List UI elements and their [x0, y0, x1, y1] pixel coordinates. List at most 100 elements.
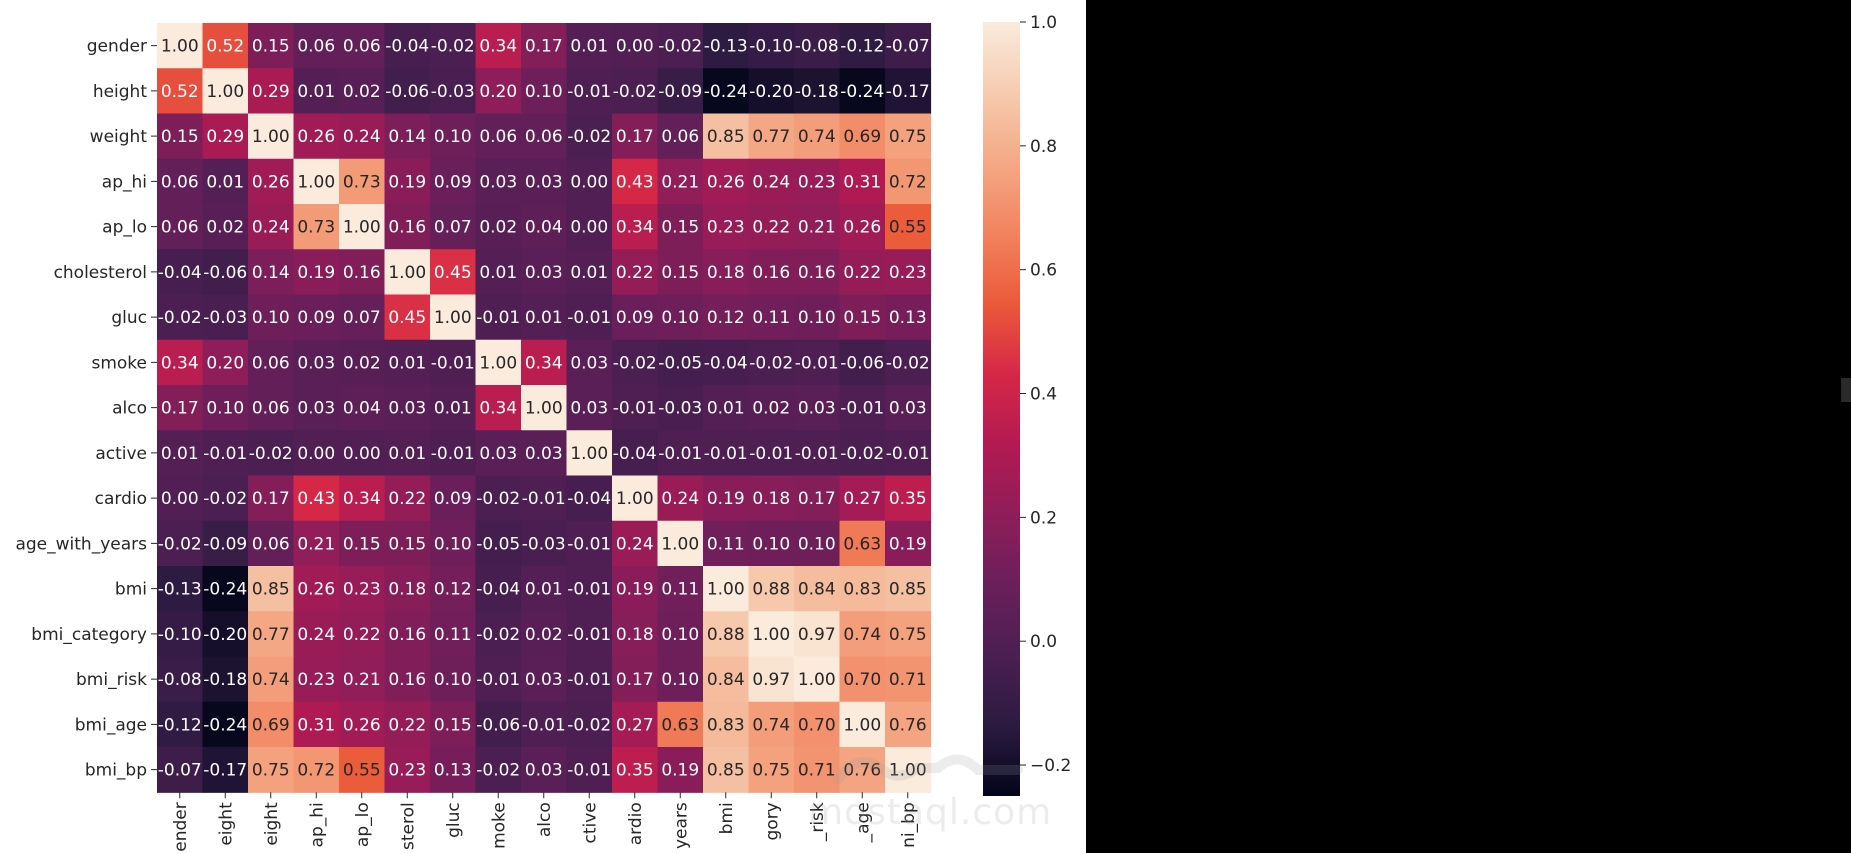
- heatmap-cell: [748, 339, 795, 386]
- heatmap-cell: [748, 430, 795, 477]
- correlation-heatmap: 1.00 0.52 0.15 0.06 0.06 -0.04 -0.02 0.34 0.17 0.…: [15, 13, 1071, 852]
- heatmap-cell: [293, 385, 340, 431]
- heatmap-cell: [612, 385, 659, 431]
- heatmap-cell: [157, 113, 204, 160]
- heatmap-cell: [202, 204, 249, 250]
- heatmap-cell: [293, 520, 340, 567]
- cell-value-label: 0.01: [570, 263, 608, 283]
- cell-value-label: -0.01: [658, 444, 702, 464]
- cell-value-label: 0.34: [525, 353, 563, 373]
- heatmap-cell: [703, 656, 750, 703]
- cell-value-label: 0.01: [707, 399, 745, 419]
- cell-value-label: 0.74: [752, 715, 790, 735]
- heatmap-cell: [521, 520, 568, 567]
- cell-value-label: 0.18: [707, 263, 745, 283]
- heatmap-cell: [157, 611, 204, 658]
- heatmap-cell: [748, 294, 795, 341]
- heatmap-cell: [657, 68, 704, 115]
- heatmap-cell: [475, 430, 522, 477]
- heatmap-cell: [839, 113, 886, 160]
- cell-value-label: -0.02: [158, 534, 202, 554]
- column-label: alco: [535, 802, 555, 837]
- heatmap-cell: [248, 204, 295, 250]
- cell-value-label: 0.17: [525, 37, 563, 57]
- heatmap-cell: [202, 520, 249, 567]
- heatmap-cell: [384, 475, 431, 522]
- cell-value-label: 0.06: [343, 37, 381, 57]
- cell-value-label: 0.23: [798, 172, 836, 192]
- heatmap-cell: [794, 249, 841, 296]
- cell-value-label: 0.15: [843, 308, 881, 328]
- column-label: gluc: [444, 802, 464, 838]
- heatmap-cell: [521, 475, 568, 522]
- heatmap-cell: [430, 113, 477, 160]
- cell-value-label: 0.26: [297, 127, 335, 147]
- heatmap-cell: [475, 23, 522, 69]
- cell-value-label: 0.09: [434, 489, 472, 509]
- cell-value-label: 0.10: [434, 127, 472, 147]
- cell-value-label: -0.07: [158, 761, 202, 781]
- cell-value-label: 0.77: [752, 127, 790, 147]
- cell-value-label: -0.12: [158, 715, 202, 735]
- cell-value-label: 0.15: [388, 534, 426, 554]
- cell-value-label: -0.02: [203, 489, 247, 509]
- heatmap-cell: [839, 339, 886, 386]
- column-label: moke: [489, 802, 509, 849]
- heatmap-cell: [703, 430, 750, 477]
- heatmap-cell: [748, 656, 795, 703]
- heatmap-cell: [202, 68, 249, 115]
- cell-value-label: -0.04: [567, 489, 611, 509]
- heatmap-cell: [248, 701, 295, 748]
- cell-value-label: 0.10: [661, 670, 699, 690]
- heatmap-cell: [839, 611, 886, 658]
- cell-value-label: 0.16: [388, 625, 426, 645]
- cell-value-label: -0.04: [476, 580, 520, 600]
- scroll-edge-marker[interactable]: [1841, 378, 1851, 402]
- cell-value-label: 0.34: [343, 489, 381, 509]
- cell-value-label: -0.12: [840, 37, 884, 57]
- heatmap-cell: [157, 23, 204, 69]
- heatmap-cell: [794, 23, 841, 69]
- cell-value-label: 0.21: [661, 172, 699, 192]
- heatmap-cell: [248, 68, 295, 115]
- heatmap-cell: [612, 249, 659, 296]
- cell-value-label: 0.06: [252, 399, 290, 419]
- empty-right-pane: [1086, 0, 1851, 853]
- heatmap-cell: [612, 113, 659, 160]
- cell-value-label: -0.13: [158, 580, 202, 600]
- cell-value-label: 0.01: [206, 172, 244, 192]
- heatmap-cell: [794, 520, 841, 567]
- cell-value-label: 1.00: [252, 127, 290, 147]
- heatmap-cell: [748, 68, 795, 115]
- cell-value-label: 0.03: [570, 399, 608, 419]
- cell-value-label: 0.35: [889, 489, 927, 509]
- heatmap-cell: [612, 204, 659, 250]
- cell-value-label: 0.03: [525, 444, 563, 464]
- heatmap-cell: [566, 68, 613, 115]
- heatmap-cell: [293, 158, 340, 205]
- heatmap-cell: [612, 566, 659, 612]
- cell-value-label: 0.43: [616, 172, 654, 192]
- heatmap-cell: [521, 68, 568, 115]
- watermark: mostaql.com: [808, 740, 1051, 840]
- heatmap-cell: [885, 113, 932, 160]
- heatmap-cell: [202, 475, 249, 522]
- colorbar-tick-label: 0.2: [1030, 508, 1057, 528]
- cell-value-label: -0.06: [476, 715, 520, 735]
- cell-value-label: 0.20: [206, 353, 244, 373]
- cell-value-label: 0.15: [661, 218, 699, 238]
- heatmap-cell: [475, 520, 522, 567]
- cell-value-label: 0.29: [252, 82, 290, 102]
- cell-value-label: -0.01: [567, 670, 611, 690]
- heatmap-cell: [157, 385, 204, 431]
- heatmap-cell: [521, 294, 568, 341]
- cell-value-label: -0.02: [567, 127, 611, 147]
- cell-value-label: 0.02: [525, 625, 563, 645]
- cell-value-label: 0.17: [616, 127, 654, 147]
- watermark-logo-icon: [833, 754, 1023, 785]
- heatmap-cell: [293, 611, 340, 658]
- heatmap-cell: [384, 249, 431, 296]
- cell-value-label: -0.07: [886, 37, 930, 57]
- cell-value-label: 0.00: [616, 37, 654, 57]
- heatmap-cell: [430, 23, 477, 69]
